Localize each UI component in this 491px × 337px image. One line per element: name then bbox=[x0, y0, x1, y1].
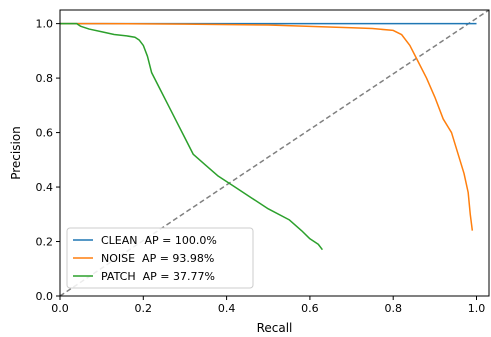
reference-diagonal-line bbox=[59, 9, 490, 297]
x-axis-title: Recall bbox=[257, 321, 293, 335]
plot-frame bbox=[59, 9, 490, 297]
legend-box bbox=[66, 227, 254, 289]
y-tick-label: 0.0 bbox=[36, 290, 54, 303]
y-tick-label: 0.4 bbox=[36, 181, 54, 194]
y-tick-label: 0.6 bbox=[36, 127, 54, 140]
x-tick-label: 0.8 bbox=[384, 302, 402, 315]
y-tick-label: 0.2 bbox=[36, 236, 54, 249]
x-tick-label: 1.0 bbox=[468, 302, 486, 315]
y-tick-label: 0.8 bbox=[36, 72, 54, 85]
y-tick-label: 1.0 bbox=[36, 18, 54, 31]
legend: CLEAN AP = 100.0% NOISE AP = 93.98% PATCH … bbox=[66, 227, 254, 289]
legend-label: CLEAN AP = 100.0% bbox=[101, 234, 217, 247]
x-tick-label: 0.4 bbox=[218, 302, 236, 315]
legend-label: NOISE AP = 93.98% bbox=[101, 252, 214, 265]
x-tick-label: 0.0 bbox=[51, 302, 69, 315]
x-tick-label: 0.6 bbox=[301, 302, 319, 315]
plot-area bbox=[59, 9, 490, 297]
axis-ticks: 0.0 0.2 0.4 0.6 0.8 1.0 0.0 0.2 0.4 0.6 0.8 1.0 bbox=[36, 18, 486, 315]
y-axis-title: Precision bbox=[9, 126, 23, 180]
series-line-patch bbox=[60, 22, 323, 251]
legend-label: PATCH AP = 37.77% bbox=[101, 270, 215, 283]
series-line-noise bbox=[60, 22, 474, 231]
x-tick-label: 0.2 bbox=[135, 302, 153, 315]
